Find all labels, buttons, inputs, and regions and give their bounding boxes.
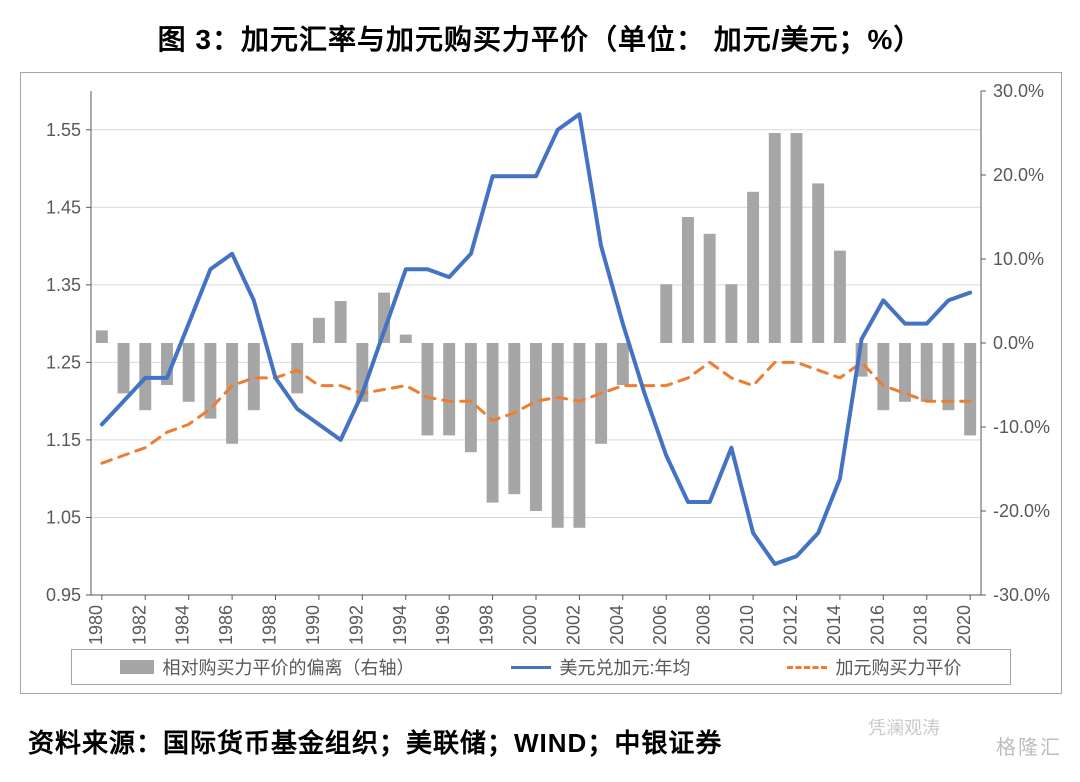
bar	[335, 301, 347, 343]
bar	[552, 343, 564, 528]
x-tick-label: 2020	[954, 605, 974, 645]
bar	[291, 343, 303, 393]
legend: 相对购买力平价的偏离（右轴） 美元兑加元:年均 加元购买力平价	[71, 649, 1011, 685]
bar	[877, 343, 889, 410]
bar	[183, 343, 195, 402]
x-tick-label: 1982	[129, 605, 149, 645]
x-tick-label: 1988	[260, 605, 280, 645]
bar	[465, 343, 477, 452]
bar	[964, 343, 976, 435]
x-tick-label: 1980	[86, 605, 106, 645]
bar	[443, 343, 455, 435]
x-tick-label: 1998	[477, 605, 497, 645]
x-tick-label: 2014	[824, 605, 844, 645]
bar	[725, 284, 737, 343]
y-left-tick-label: 1.35	[46, 275, 81, 295]
legend-item-blue: 美元兑加元:年均	[511, 654, 690, 680]
x-tick-label: 2004	[607, 605, 627, 645]
chart-container: { "title": "图 3：加元汇率与加元购买力平价（单位： 加元/美元；%…	[0, 0, 1080, 782]
y-right-tick-label: 0.0%	[993, 333, 1034, 353]
bar	[660, 284, 672, 343]
x-tick-label: 2018	[911, 605, 931, 645]
x-tick-label: 2002	[563, 605, 583, 645]
y-left-tick-label: 0.95	[46, 585, 81, 605]
x-tick-label: 2010	[737, 605, 757, 645]
y-left-tick-label: 1.25	[46, 352, 81, 372]
bar	[530, 343, 542, 511]
x-tick-label: 1984	[173, 605, 193, 645]
x-tick-label: 2000	[520, 605, 540, 645]
bar	[812, 183, 824, 343]
bar	[313, 318, 325, 343]
y-right-tick-label: 20.0%	[993, 165, 1044, 185]
bar	[747, 192, 759, 343]
bar	[704, 234, 716, 343]
y-right-tick-label: -20.0%	[993, 501, 1050, 521]
bar	[96, 330, 108, 343]
bar	[226, 343, 238, 444]
legend-swatch-bar	[120, 660, 154, 674]
y-left-tick-label: 1.15	[46, 430, 81, 450]
source-line: 资料来源：国际货币基金组织；美联储；WIND；中银证券	[28, 723, 722, 760]
x-tick-label: 1996	[433, 605, 453, 645]
bar	[421, 343, 433, 435]
legend-label-orange: 加元购买力平价	[835, 654, 961, 680]
chart-plot-area: 0.95 1.05 1.15 1.25 1.35 1.45 1.55 -30.0% -20.0%…	[20, 72, 1062, 694]
bar	[769, 133, 781, 343]
y-left-tick-label: 1.55	[46, 120, 81, 140]
x-tick-label: 2006	[650, 605, 670, 645]
legend-swatch-dash-orange	[787, 666, 827, 669]
legend-label-bars: 相对购买力平价的偏离（右轴）	[162, 654, 414, 680]
y-left-tick-label: 1.45	[46, 197, 81, 217]
bar	[204, 343, 216, 419]
chart-svg: 0.95 1.05 1.15 1.25 1.35 1.45 1.55 -30.0% -20.0%…	[21, 73, 1061, 693]
x-tick-label: 2012	[780, 605, 800, 645]
watermark-small: 凭澜观涛	[868, 714, 940, 740]
bar	[118, 343, 130, 393]
y-right-tick-label: 30.0%	[993, 81, 1044, 101]
bar	[921, 343, 933, 402]
x-tick-label: 1990	[303, 605, 323, 645]
x-tick-label: 2016	[867, 605, 887, 645]
x-tick-label: 1992	[346, 605, 366, 645]
bar	[834, 251, 846, 343]
watermark-corner: 格隆汇	[996, 731, 1062, 760]
bar	[573, 343, 585, 528]
bar	[682, 217, 694, 343]
y-left-tick-label: 1.05	[46, 507, 81, 527]
legend-swatch-line-blue	[511, 666, 551, 669]
legend-item-bars: 相对购买力平价的偏离（右轴）	[120, 654, 414, 680]
bar	[617, 343, 629, 385]
bar	[400, 335, 412, 343]
y-right-tick-label: 10.0%	[993, 249, 1044, 269]
y-right-tick-label: -10.0%	[993, 417, 1050, 437]
y-right-tick-label: -30.0%	[993, 585, 1050, 605]
x-tick-label: 2008	[694, 605, 714, 645]
bar	[508, 343, 520, 494]
bar	[791, 133, 803, 343]
legend-label-blue: 美元兑加元:年均	[559, 654, 690, 680]
legend-item-orange: 加元购买力平价	[787, 654, 961, 680]
bar	[487, 343, 499, 503]
x-tick-label: 1994	[390, 605, 410, 645]
x-tick-label: 1986	[216, 605, 236, 645]
chart-title: 图 3：加元汇率与加元购买力平价（单位： 加元/美元；%）	[0, 0, 1080, 58]
